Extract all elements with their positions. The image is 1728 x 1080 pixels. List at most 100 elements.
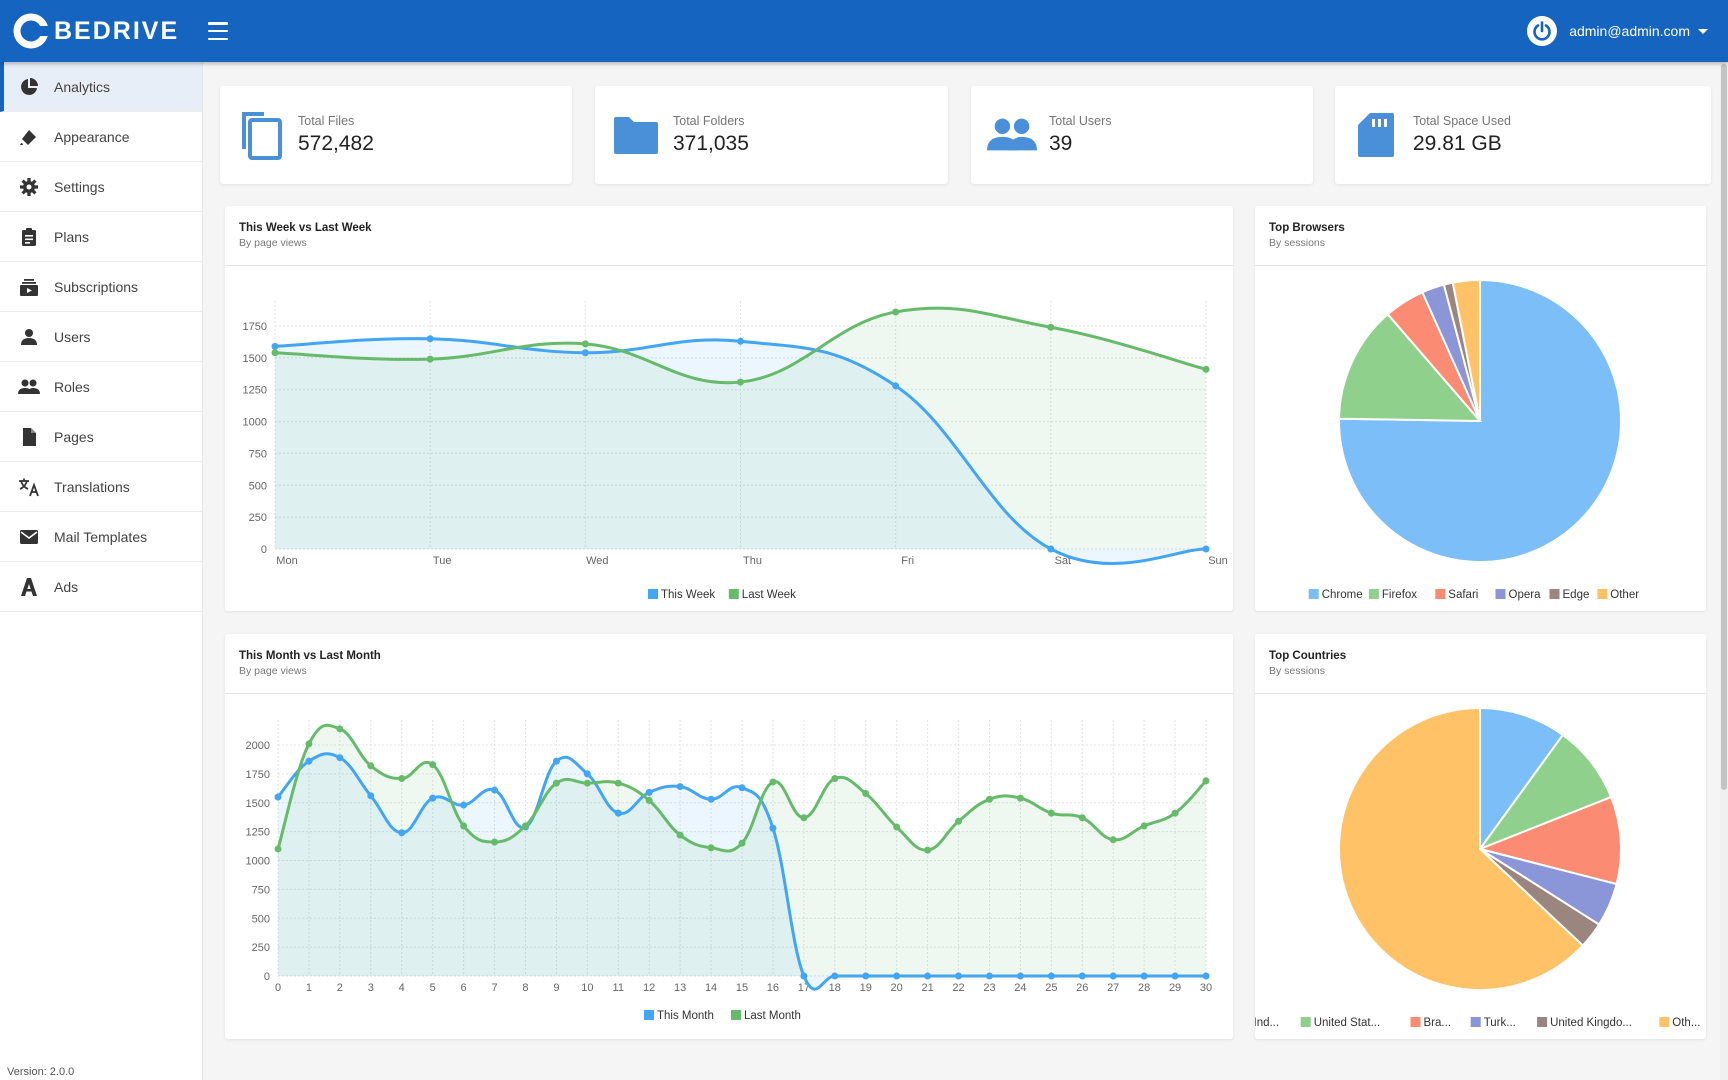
sidebar-item-plans[interactable]: Plans — [0, 212, 202, 262]
bedrive-logo[interactable]: BEDRIVE — [12, 12, 179, 50]
legend-swatch — [1549, 589, 1560, 599]
x-tick-label: 3 — [368, 982, 374, 994]
y-tick-label: 750 — [252, 884, 270, 896]
data-point — [924, 846, 932, 854]
sidebar-item-settings[interactable]: Settings — [0, 162, 202, 212]
sidebar-item-label: Roles — [54, 378, 90, 395]
chevron-down-icon — [1698, 28, 1708, 34]
sidebar-item-appearance[interactable]: Appearance — [0, 112, 202, 162]
series-area — [278, 725, 1206, 976]
page-scrollbar-thumb[interactable] — [1721, 64, 1727, 790]
data-point — [1016, 972, 1024, 980]
sidebar-item-users[interactable]: Users — [0, 312, 202, 362]
data-point — [1171, 972, 1179, 980]
data-point — [862, 972, 870, 980]
panel-header: This Month vs Last Month By page views — [225, 634, 1233, 694]
sidebar-item-roles[interactable]: Roles — [0, 362, 202, 412]
y-tick-label: 1500 — [243, 353, 267, 365]
x-tick-label: 11 — [613, 982, 624, 994]
x-tick-label: 14 — [705, 982, 717, 994]
month-chart-panel: This Month vs Last Month By page views 0… — [225, 634, 1233, 1039]
panel-subtitle: By page views — [239, 237, 307, 249]
data-point — [1140, 972, 1148, 980]
x-tick-label: 7 — [491, 982, 497, 994]
y-tick-label: 1250 — [246, 827, 270, 839]
sidebar-item-label: Appearance — [54, 128, 130, 145]
panel-title: Top Browsers — [1269, 222, 1345, 234]
data-point — [429, 794, 437, 802]
sidebar-item-mail-templates[interactable]: Mail Templates — [0, 512, 202, 562]
x-tick-label: 10 — [581, 982, 593, 994]
x-tick-label: Wed — [586, 555, 608, 567]
data-point — [581, 340, 589, 348]
legend-label: Edge — [1563, 589, 1590, 601]
stat-value: 29.81 GB — [1413, 132, 1502, 155]
legend-label: Opera — [1509, 589, 1542, 601]
sidebar-item-subscriptions[interactable]: Subscriptions — [0, 262, 202, 312]
account-menu[interactable]: admin@admin.com — [1527, 16, 1708, 46]
series-area — [275, 308, 1206, 549]
legend-label: Other — [1610, 589, 1639, 601]
data-point — [955, 972, 963, 980]
data-point — [985, 795, 993, 803]
x-tick-label: Mon — [276, 555, 297, 567]
sidebar-item-pages[interactable]: Pages — [0, 412, 202, 462]
stat-label: Total Space Used — [1413, 114, 1511, 128]
legend-swatch — [1410, 1017, 1421, 1027]
people-icon — [18, 376, 40, 398]
data-point — [305, 757, 313, 765]
data-point — [893, 972, 901, 980]
sidebar-item-ads[interactable]: Ads — [0, 562, 202, 612]
x-tick-label: 19 — [860, 982, 872, 994]
series-area — [275, 338, 1206, 564]
users-icon — [987, 110, 1037, 160]
legend-swatch — [1470, 1017, 1481, 1027]
pie-slice — [1338, 312, 1483, 423]
data-point — [924, 972, 932, 980]
sidebar-item-label: Translations — [54, 478, 130, 495]
data-point — [1202, 365, 1210, 373]
legend-swatch — [648, 589, 658, 599]
pie-slice — [1479, 706, 1565, 853]
data-point — [738, 784, 746, 792]
legend-swatch — [1495, 589, 1506, 599]
sidebar-item-analytics[interactable]: Analytics — [0, 62, 202, 112]
data-point — [305, 740, 313, 748]
data-point — [1140, 822, 1148, 830]
legend-label: United Kingdo... — [1550, 1017, 1632, 1029]
data-point — [738, 839, 746, 847]
y-tick-label: 750 — [249, 448, 267, 460]
sidebar-item-label: Mail Templates — [54, 528, 148, 545]
legend-label: Last Week — [742, 589, 796, 601]
panel-title: This Month vs Last Month — [239, 650, 381, 662]
data-point — [491, 786, 499, 794]
stat-value: 572,482 — [298, 132, 374, 155]
legend-swatch — [1308, 589, 1319, 599]
sidebar-item-label: Pages — [54, 428, 94, 445]
data-point — [645, 788, 653, 796]
data-point — [1171, 809, 1179, 817]
sidebar-item-translations[interactable]: Translations — [0, 462, 202, 512]
data-point — [1078, 814, 1086, 822]
y-tick-label: 500 — [249, 480, 267, 492]
ads-icon — [18, 576, 40, 598]
stat-label: Total Folders — [673, 114, 745, 128]
stat-card-users: Total Users 39 — [971, 86, 1313, 184]
data-point — [862, 790, 870, 798]
data-point — [800, 972, 808, 980]
x-tick-label: 9 — [553, 982, 559, 994]
x-tick-label: 27 — [1107, 982, 1119, 994]
pie-slice — [1451, 278, 1481, 422]
data-point — [707, 795, 715, 803]
sidebar-item-label: Subscriptions — [54, 278, 139, 295]
data-point — [271, 349, 279, 357]
x-tick-label: 5 — [430, 982, 436, 994]
menu-toggle-icon[interactable] — [208, 22, 228, 40]
sidebar-item-label: Settings — [54, 178, 105, 195]
data-point — [398, 774, 406, 782]
x-tick-label: 2 — [337, 982, 343, 994]
data-point — [426, 335, 434, 343]
data-point — [1109, 972, 1117, 980]
stat-label: Total Files — [298, 114, 355, 128]
